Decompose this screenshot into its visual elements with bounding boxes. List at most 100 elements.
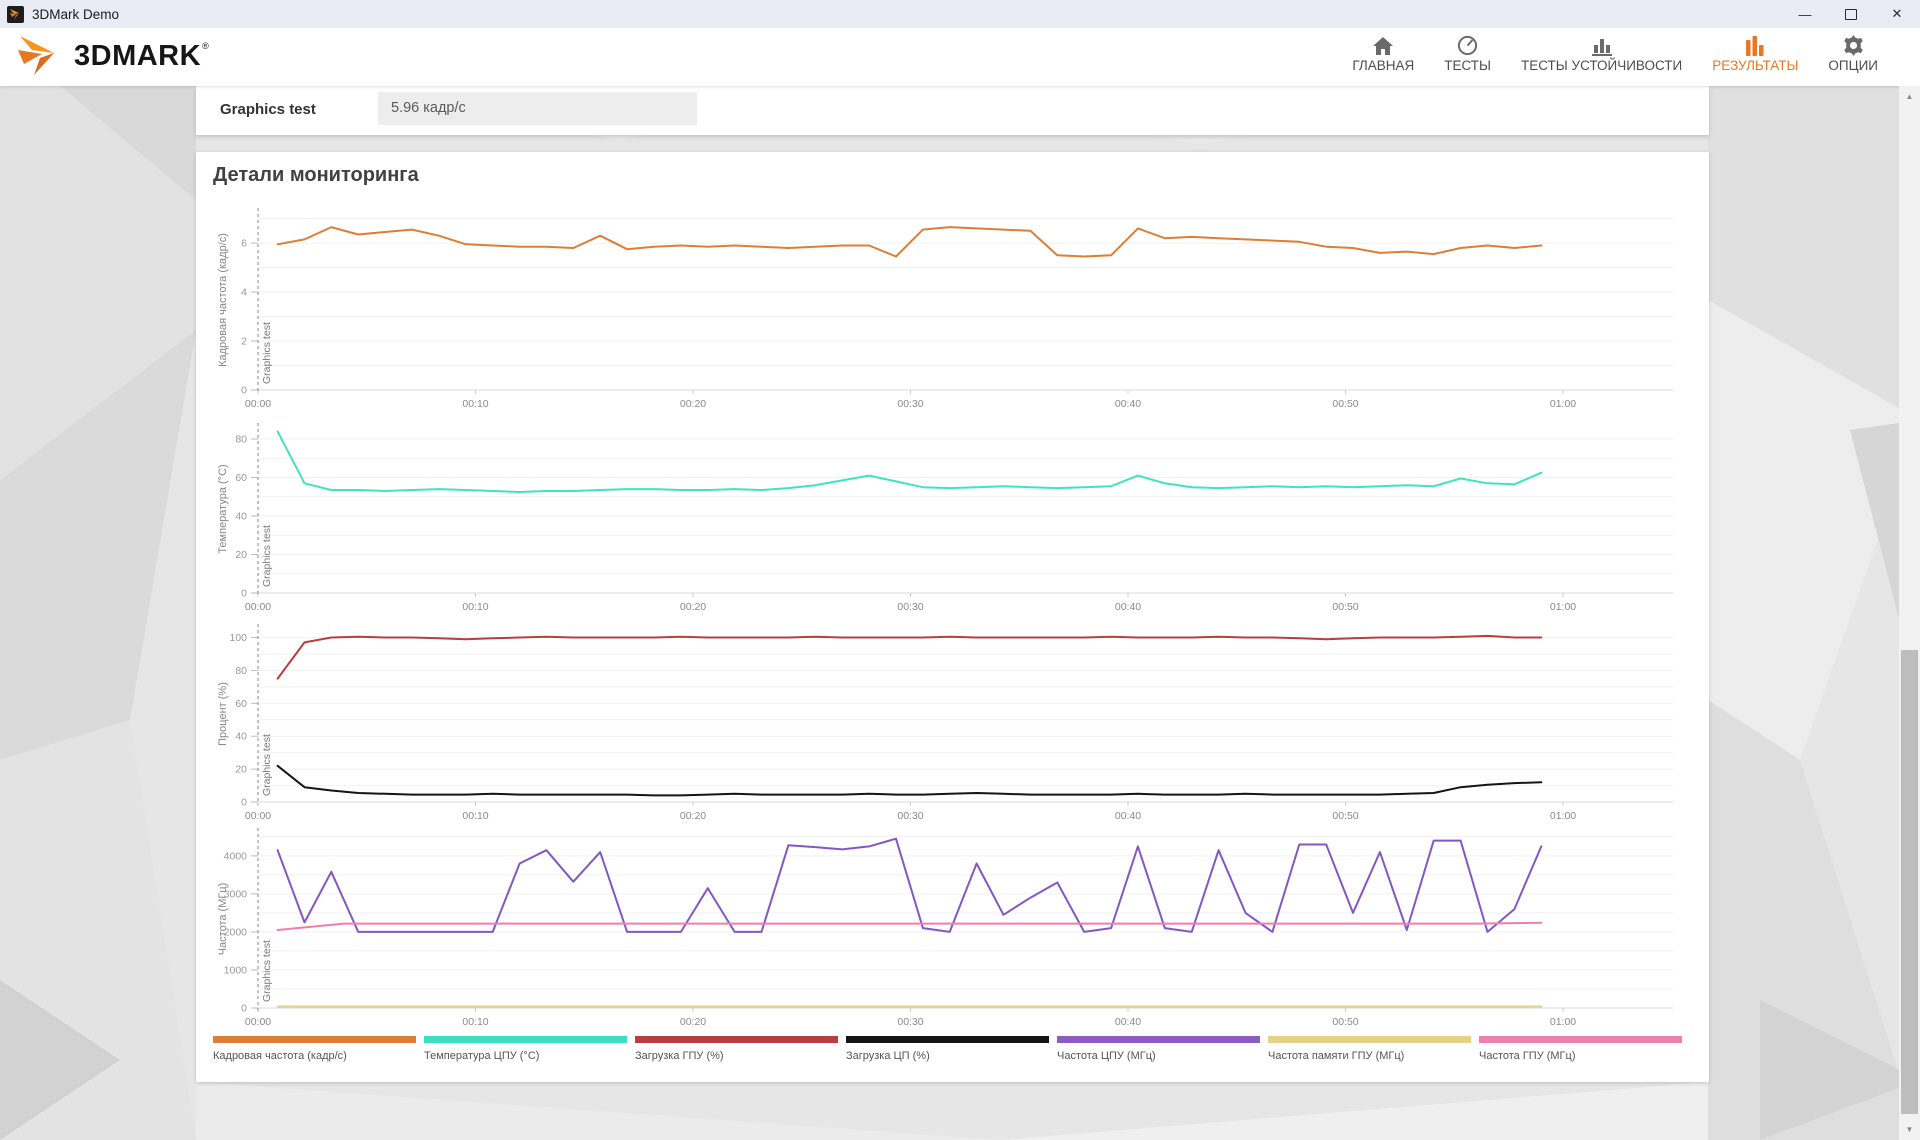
svg-text:00:10: 00:10 xyxy=(462,398,488,410)
svg-text:00:20: 00:20 xyxy=(680,810,706,822)
svg-text:0: 0 xyxy=(241,797,247,809)
legend-label: Кадровая частота (кадр/с) xyxy=(213,1050,347,1062)
svg-text:00:30: 00:30 xyxy=(897,601,923,613)
legend-item: Частота ЦПУ (МГц) xyxy=(1057,1036,1260,1062)
svg-text:00:20: 00:20 xyxy=(680,601,706,613)
svg-text:00:30: 00:30 xyxy=(897,398,923,410)
results-card: Graphics test 5.96 кадр/с xyxy=(196,86,1709,135)
stability-chart-icon xyxy=(1591,34,1613,56)
legend-color-bar xyxy=(213,1036,416,1043)
legend-label: Частота ГПУ (МГц) xyxy=(1479,1050,1576,1062)
svg-text:00:40: 00:40 xyxy=(1115,601,1141,613)
svg-text:00:40: 00:40 xyxy=(1115,398,1141,410)
gauge-icon xyxy=(1457,34,1478,56)
svg-text:00:50: 00:50 xyxy=(1332,810,1358,822)
maximize-button[interactable] xyxy=(1828,0,1874,28)
3dmark-wing-icon xyxy=(18,36,54,75)
svg-text:01:00: 01:00 xyxy=(1550,810,1576,822)
svg-text:00:10: 00:10 xyxy=(462,601,488,613)
svg-text:Graphics test: Graphics test xyxy=(261,525,273,587)
nav-item-label: ТЕСТЫ УСТОЙЧИВОСТИ xyxy=(1521,58,1683,73)
svg-text:Температура (°C): Температура (°C) xyxy=(217,464,229,553)
scroll-up-arrow-icon[interactable]: ▲ xyxy=(1905,92,1914,101)
legend-color-bar xyxy=(1479,1036,1682,1043)
nav-item-результаты[interactable]: РЕЗУЛЬТАТЫ xyxy=(1712,34,1798,73)
svg-text:Кадровая частота (кадр/с): Кадровая частота (кадр/с) xyxy=(217,233,229,367)
scroll-down-arrow-icon[interactable]: ▼ xyxy=(1905,1125,1914,1134)
nav-item-label: ТЕСТЫ xyxy=(1444,58,1491,73)
app-header: 3DMARK ® ГЛАВНАЯ ТЕСТЫ ТЕСТЫ УСТОЙЧИВОСТИ РЕ… xyxy=(0,28,1920,86)
legend-item: Загрузка ГПУ (%) xyxy=(635,1036,838,1062)
svg-text:00:50: 00:50 xyxy=(1332,1016,1358,1028)
legend-label: Частота ЦПУ (МГц) xyxy=(1057,1050,1156,1062)
svg-text:Graphics test: Graphics test xyxy=(261,322,273,384)
legend-label: Загрузка ГПУ (%) xyxy=(635,1050,724,1062)
scrollbar-thumb[interactable] xyxy=(1901,650,1918,1114)
svg-text:3000: 3000 xyxy=(224,888,248,900)
legend-item: Загрузка ЦП (%) xyxy=(846,1036,1049,1062)
main-nav: ГЛАВНАЯ ТЕСТЫ ТЕСТЫ УСТОЙЧИВОСТИ РЕЗУЛЬТАТЫ… xyxy=(1352,34,1878,73)
close-button[interactable]: ✕ xyxy=(1874,0,1920,28)
graphics-test-value: 5.96 кадр/с xyxy=(378,92,697,125)
nav-item-опции[interactable]: ОПЦИИ xyxy=(1828,34,1878,73)
results-chart-icon xyxy=(1745,34,1765,56)
svg-text:80: 80 xyxy=(235,665,247,677)
maximize-icon xyxy=(1845,8,1857,20)
svg-text:80: 80 xyxy=(235,434,247,446)
svg-text:01:00: 01:00 xyxy=(1550,398,1576,410)
line-chart-svg: 0 20 40 60 80 00:00 00:10 00:20 00:30 00:40 00:50 0… xyxy=(217,423,1673,613)
nav-item-label: ГЛАВНАЯ xyxy=(1352,58,1415,73)
legend-color-bar xyxy=(424,1036,627,1043)
legend-label: Частота памяти ГПУ (МГц) xyxy=(1268,1050,1405,1062)
svg-text:2000: 2000 xyxy=(224,926,248,938)
svg-text:00:00: 00:00 xyxy=(245,810,271,822)
chart-frequency: 0 1000 2000 3000 4000 00:00 00:10 00:20 00:30 00:… xyxy=(196,828,1709,1034)
nav-item-label: ОПЦИИ xyxy=(1828,58,1878,73)
svg-text:00:30: 00:30 xyxy=(897,810,923,822)
legend-color-bar xyxy=(1057,1036,1260,1043)
legend-item: Частота ГПУ (МГц) xyxy=(1479,1036,1682,1062)
svg-text:00:40: 00:40 xyxy=(1115,810,1141,822)
legend-color-bar xyxy=(846,1036,1049,1043)
line-chart-svg: 0 2 4 6 00:00 00:10 00:20 00:30 00:40 00:50 01:00 G… xyxy=(217,208,1673,410)
3dmark-logo: 3DMARK ® xyxy=(16,36,209,76)
svg-text:20: 20 xyxy=(235,764,247,776)
svg-text:00:40: 00:40 xyxy=(1115,1016,1141,1028)
legend-item: Температура ЦПУ (°C) xyxy=(424,1036,627,1062)
svg-text:00:50: 00:50 xyxy=(1332,601,1358,613)
vertical-scrollbar[interactable]: ▲ ▼ xyxy=(1899,86,1920,1140)
svg-text:0: 0 xyxy=(241,588,247,600)
app-icon xyxy=(7,5,24,23)
monitoring-panel: Детали мониторинга 0 2 4 6 00:00 00:10 00:20 00… xyxy=(196,152,1709,1082)
svg-text:00:10: 00:10 xyxy=(462,1016,488,1028)
nav-item-тесты[interactable]: ТЕСТЫ xyxy=(1444,34,1491,73)
nav-item-тесты-устойчивости[interactable]: ТЕСТЫ УСТОЙЧИВОСТИ xyxy=(1521,34,1682,73)
legend-item: Кадровая частота (кадр/с) xyxy=(213,1036,416,1062)
minimize-button[interactable]: — xyxy=(1782,0,1828,28)
svg-text:00:00: 00:00 xyxy=(245,1016,271,1028)
nav-item-главная[interactable]: ГЛАВНАЯ xyxy=(1352,34,1414,73)
chart-temperature: 0 20 40 60 80 00:00 00:10 00:20 00:30 00:40 00:50 0… xyxy=(196,423,1709,619)
svg-text:1000: 1000 xyxy=(224,964,248,976)
svg-text:00:10: 00:10 xyxy=(462,810,488,822)
line-chart-svg: 0 1000 2000 3000 4000 00:00 00:10 00:20 00:30 00:… xyxy=(217,828,1673,1028)
legend-item: Частота памяти ГПУ (МГц) xyxy=(1268,1036,1471,1062)
svg-text:00:20: 00:20 xyxy=(680,1016,706,1028)
logo-registered-mark: ® xyxy=(202,41,209,51)
legend-color-bar xyxy=(1268,1036,1471,1043)
chart-framerate: 0 2 4 6 00:00 00:10 00:20 00:30 00:40 00:50 01:00 G… xyxy=(196,208,1709,416)
svg-text:100: 100 xyxy=(229,632,247,644)
svg-text:4: 4 xyxy=(241,287,247,299)
svg-text:Graphics test: Graphics test xyxy=(261,734,273,796)
svg-text:Процент (%): Процент (%) xyxy=(217,682,229,746)
close-icon: ✕ xyxy=(1891,6,1903,21)
chart-legend: Кадровая частота (кадр/с) Температура ЦПУ… xyxy=(213,1036,1693,1062)
svg-text:01:00: 01:00 xyxy=(1550,1016,1576,1028)
svg-text:60: 60 xyxy=(235,698,247,710)
svg-text:6: 6 xyxy=(241,238,247,250)
nav-item-label: РЕЗУЛЬТАТЫ xyxy=(1712,58,1799,73)
svg-text:60: 60 xyxy=(235,472,247,484)
svg-text:00:00: 00:00 xyxy=(245,398,271,410)
svg-text:2: 2 xyxy=(241,336,247,348)
chart-load-percent: 0 20 40 60 80 100 00:00 00:10 00:20 00:30 00:40 00:… xyxy=(196,624,1709,828)
